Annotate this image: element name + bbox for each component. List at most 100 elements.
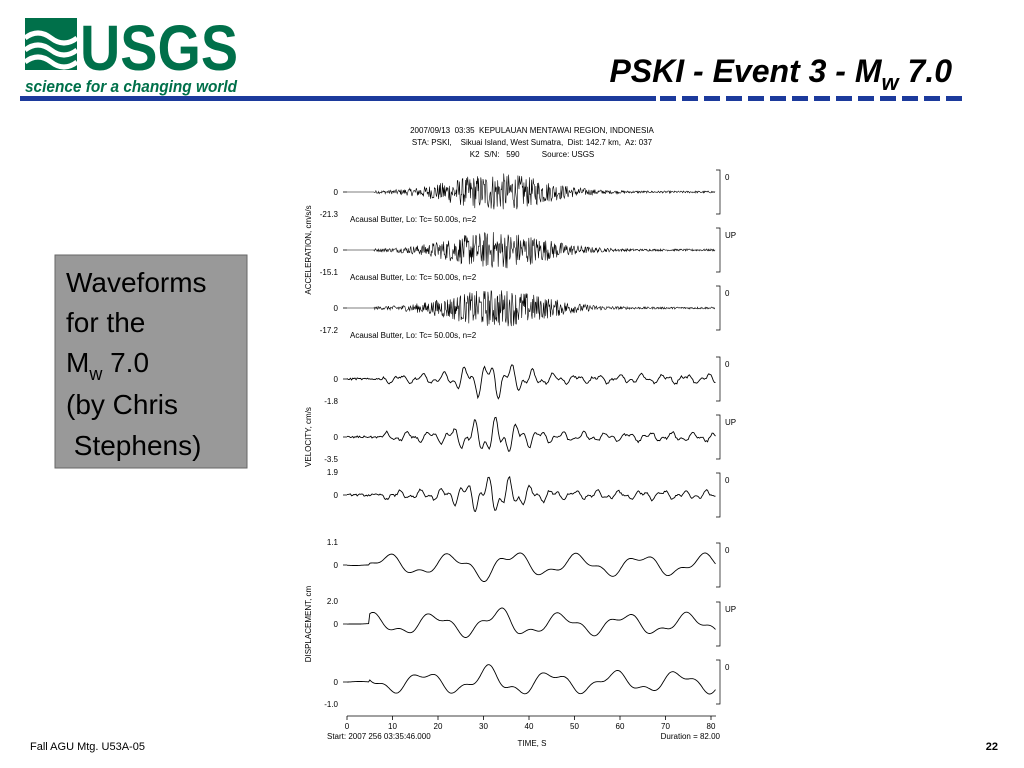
header-dash <box>704 96 720 101</box>
page-number: 22 <box>986 741 998 753</box>
zero-label: 0 <box>334 433 339 442</box>
header-dashes <box>660 96 962 101</box>
slide-title: PSKI - Event 3 - Mw 7.0 <box>609 53 952 95</box>
x-tick-label: 80 <box>707 722 716 731</box>
axis-label: VELOCITY, cm/s <box>304 407 313 467</box>
sidebar-sub: w <box>88 364 103 384</box>
component-label: 0 <box>725 173 730 182</box>
header-dash <box>858 96 874 101</box>
header-dash <box>946 96 962 101</box>
header-dash <box>836 96 852 101</box>
x-tick-label: 10 <box>388 722 397 731</box>
x-axis-label: TIME, S <box>518 739 547 748</box>
header-dash <box>748 96 764 101</box>
component-label: UP <box>725 605 736 614</box>
component-label: UP <box>725 418 736 427</box>
component-label: 0 <box>725 476 730 485</box>
sidebar-rest: 7.0 <box>102 347 149 378</box>
min-label: -3.5 <box>324 455 338 464</box>
zero-label: 0 <box>334 678 339 687</box>
waveform <box>346 416 716 452</box>
footer-left: Fall AGU Mtg. U53A-05 <box>30 741 145 753</box>
waveform <box>347 290 715 327</box>
logo-waves <box>23 30 79 70</box>
scale-bracket <box>716 169 721 215</box>
header-dash <box>726 96 742 101</box>
component-label: 0 <box>725 663 730 672</box>
min-label: -1.8 <box>324 397 338 406</box>
sidebar-line: for the <box>66 307 145 338</box>
zero-label: 0 <box>334 304 339 313</box>
x-tick-label: 50 <box>570 722 579 731</box>
sidebar-line: Stephens) <box>66 430 201 461</box>
x-tick-label: 70 <box>661 722 670 731</box>
header-dash <box>660 96 676 101</box>
zero-label: 0 <box>334 561 339 570</box>
header-dash <box>902 96 918 101</box>
duration-label: Duration = 82.00 <box>661 732 721 741</box>
component-label: 0 <box>725 289 730 298</box>
sidebar-line: Mw 7.0 <box>66 347 149 384</box>
figure-heading: K2 S/N: 590 Source: USGS <box>470 150 595 159</box>
sidebar-line: (by Chris <box>66 389 178 420</box>
axis-label: DISPLACEMENT, cm <box>304 585 313 662</box>
header-dash <box>792 96 808 101</box>
scale-bracket <box>716 659 721 705</box>
waveform <box>347 475 716 512</box>
x-tick-label: 40 <box>525 722 534 731</box>
x-tick-label: 60 <box>616 722 625 731</box>
sidebar-line: Waveforms <box>66 267 207 298</box>
waveform <box>346 364 716 400</box>
min-label: -21.3 <box>320 210 339 219</box>
zero-label: 0 <box>334 620 339 629</box>
seismogram-figure: 2007/09/13 03:35 KEPULAUAN MENTAWAI REGI… <box>304 126 736 748</box>
axis-label: ACCELERATION, cm/s/s <box>304 205 313 294</box>
filter-label: Acausal Butter, Lo: Tc= 50.00s, n=2 <box>350 331 477 340</box>
title-main: PSKI - Event 3 - M <box>609 53 882 89</box>
scale-bracket <box>716 601 721 647</box>
x-tick-label: 20 <box>434 722 443 731</box>
filter-label: Acausal Butter, Lo: Tc= 50.00s, n=2 <box>350 273 477 282</box>
header-rule <box>20 96 656 101</box>
scale-bracket <box>716 285 721 331</box>
figure-heading: STA: PSKI, Sikuai Island, West Sumatra, … <box>412 138 653 147</box>
max-label: 2.0 <box>327 597 339 606</box>
x-tick-label: 0 <box>345 722 350 731</box>
zero-label: 0 <box>334 375 339 384</box>
header-dash <box>814 96 830 101</box>
start-label: Start: 2007 256 03:35:46.000 <box>327 732 431 741</box>
max-label: 1.1 <box>327 538 339 547</box>
scale-bracket <box>716 356 721 402</box>
zero-label: 0 <box>334 246 339 255</box>
sidebar-text: Waveforms for the Mw 7.0 (by Chris Steph… <box>66 267 207 461</box>
min-label: -15.1 <box>320 268 339 277</box>
header-dash <box>770 96 786 101</box>
sidebar-m: M <box>66 347 89 378</box>
logo-text: USGS <box>80 12 238 84</box>
waveform <box>347 173 716 210</box>
title-rest: 7.0 <box>899 53 953 89</box>
figure-heading: 2007/09/13 03:35 KEPULAUAN MENTAWAI REGI… <box>410 126 654 135</box>
title-sub: w <box>882 70 901 95</box>
header-dash <box>924 96 940 101</box>
scale-bracket <box>716 414 721 460</box>
sidebar-box <box>54 254 248 469</box>
waveform <box>346 664 716 695</box>
max-label: 1.9 <box>327 468 339 477</box>
logo-tagline: science for a changing world <box>25 77 238 96</box>
zero-label: 0 <box>334 188 339 197</box>
waveform <box>347 607 716 638</box>
min-label: -17.2 <box>320 326 339 335</box>
header-dash <box>880 96 896 101</box>
component-label: 0 <box>725 546 730 555</box>
logo: USGS science for a changing world <box>23 12 238 96</box>
component-label: 0 <box>725 360 730 369</box>
waveform <box>347 232 716 269</box>
scale-bracket <box>716 227 721 273</box>
scale-bracket <box>716 472 721 518</box>
min-label: -1.0 <box>324 700 338 709</box>
zero-label: 0 <box>334 491 339 500</box>
scale-bracket <box>716 542 721 588</box>
filter-label: Acausal Butter, Lo: Tc= 50.00s, n=2 <box>350 215 477 224</box>
